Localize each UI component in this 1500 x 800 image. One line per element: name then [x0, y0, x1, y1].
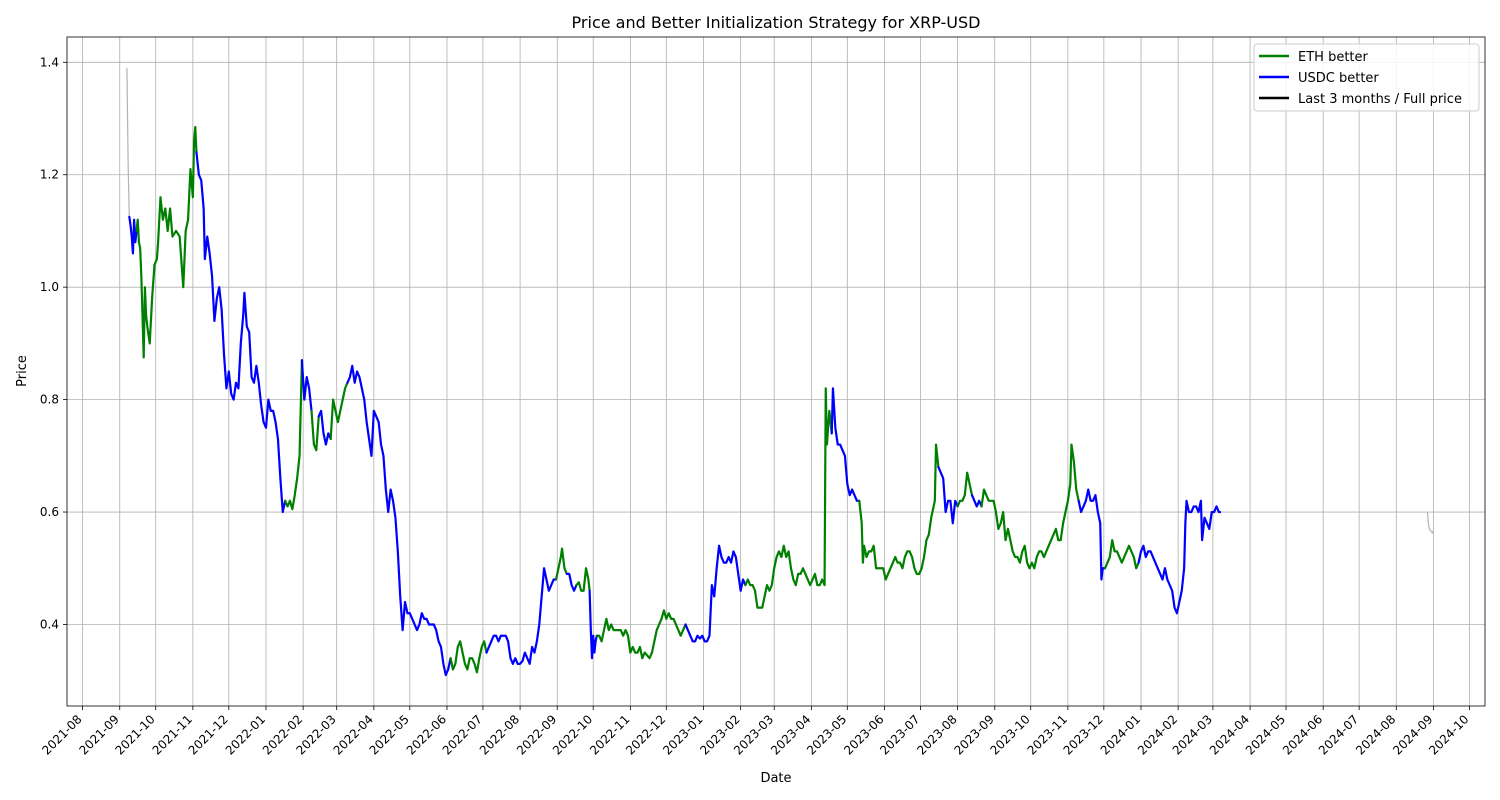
eth-better-segment [1103, 539, 1140, 570]
chart-title: Price and Better Initialization Strategy… [572, 13, 981, 32]
usdc-better-segment [970, 494, 983, 508]
usdc-better-segment [485, 567, 558, 665]
usdc-better-segment [1077, 488, 1107, 581]
usdc-better-segment [128, 215, 138, 255]
usdc-better-segment [300, 359, 313, 412]
legend-box [1253, 43, 1480, 112]
usdc-better-segment [317, 409, 332, 446]
legend-label-eth: ETH better [1298, 50, 1369, 65]
eth-better-segment [135, 125, 198, 359]
eth-better-segment [595, 609, 687, 660]
x-axis-title: Date [760, 771, 791, 786]
eth-better-segment [284, 359, 304, 511]
grid [67, 37, 1485, 706]
y-tick-label: 1.2 [40, 168, 59, 182]
y-tick-label: 1.0 [40, 280, 59, 294]
legend: ETH better USDC better Last 3 months / F… [1253, 43, 1480, 112]
eth-better-segment [980, 443, 1080, 570]
eth-better-segment [329, 381, 349, 441]
usdc-better-segment [588, 589, 598, 660]
usdc-better-segment [1137, 499, 1222, 615]
legend-label-last: Last 3 months / Full price [1298, 92, 1462, 107]
y-tick-label: 0.8 [40, 393, 59, 407]
y-tick-label: 1.4 [40, 55, 59, 69]
eth-better-segment [956, 471, 974, 508]
usdc-better-segment [830, 387, 861, 502]
eth-better-segment [858, 443, 940, 581]
y-tick-label: 0.4 [40, 617, 59, 631]
legend-label-usdc: USDC better [1298, 71, 1379, 86]
y-axis-title: Price [15, 355, 30, 387]
plot-frame [66, 36, 1486, 707]
usdc-better-segment [937, 465, 959, 525]
y-tick-label: 0.6 [40, 505, 59, 519]
eth-better-segment [310, 409, 320, 452]
full-price-line [1426, 511, 1434, 534]
usdc-better-segment [195, 151, 287, 514]
eth-better-segment [744, 387, 833, 609]
eth-better-segment [575, 567, 591, 592]
usdc-better-segment [346, 364, 452, 677]
series-layer [126, 67, 1434, 677]
usdc-better-segment [565, 572, 578, 592]
eth-better-segment [449, 640, 488, 674]
eth-better-segment [554, 547, 568, 581]
usdc-better-segment [684, 544, 747, 643]
